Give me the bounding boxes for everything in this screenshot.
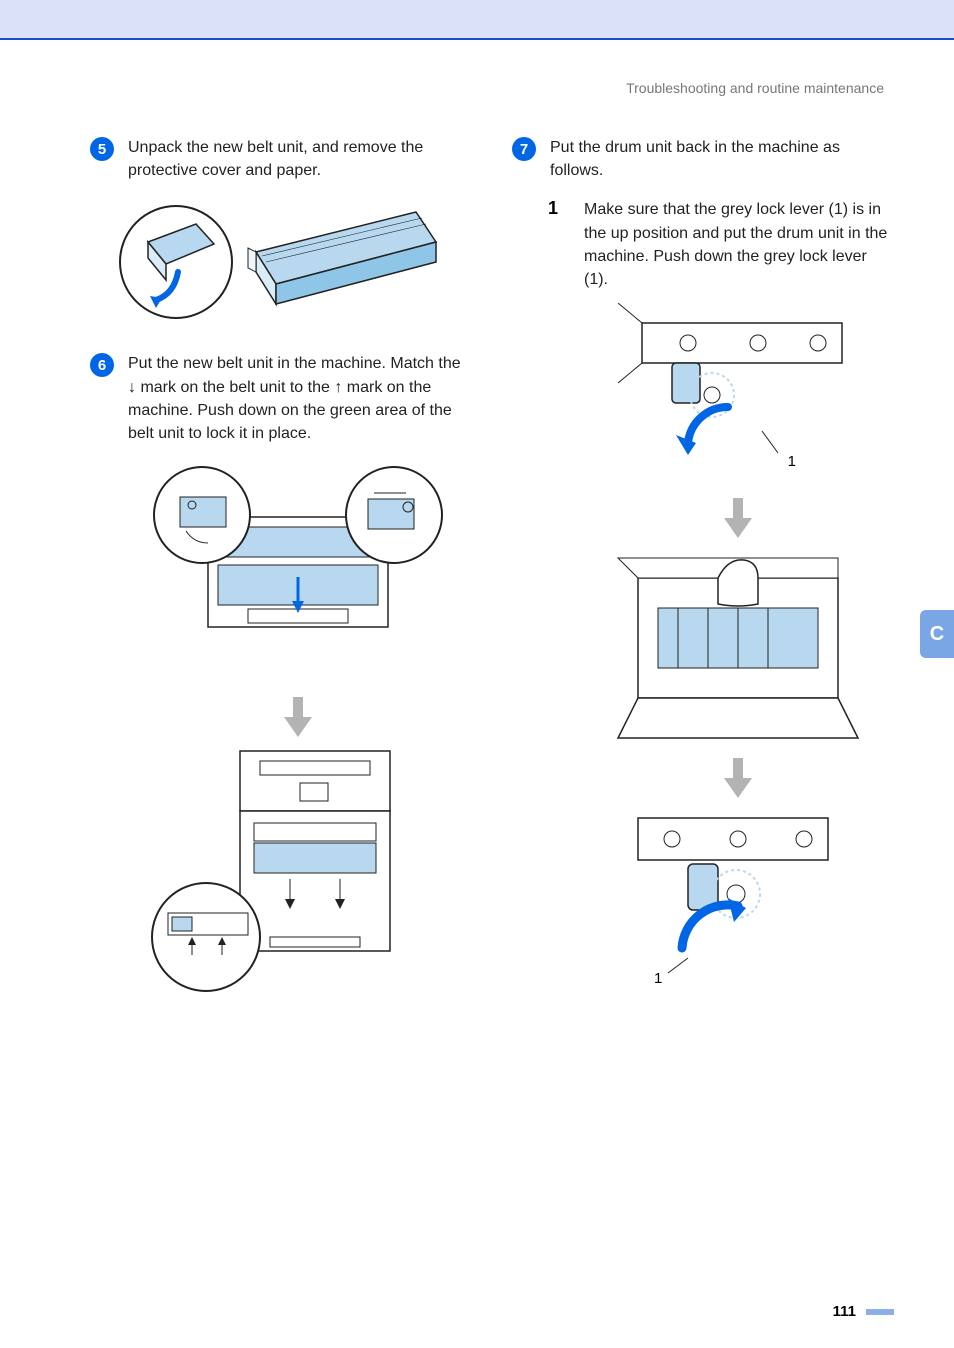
down-arrow-icon [724, 498, 752, 538]
illustration-step7: 1 [582, 303, 894, 993]
down-arrow-icon [284, 697, 312, 737]
step-badge-7: 7 [512, 137, 536, 161]
step-6: 6 Put the new belt unit in the machine. … [90, 352, 472, 445]
page-number-bar [866, 1309, 894, 1315]
left-column: 5 Unpack the new belt unit, and remove t… [90, 136, 472, 1015]
substep-1: 1 Make sure that the grey lock lever (1)… [548, 198, 894, 291]
step-5: 5 Unpack the new belt unit, and remove t… [90, 136, 472, 182]
step-7: 7 Put the drum unit back in the machine … [512, 136, 894, 182]
page-number-text: 111 [833, 1303, 856, 1320]
page-header: Troubleshooting and routine maintenance [90, 80, 894, 96]
right-column: 7 Put the drum unit back in the machine … [512, 136, 894, 1015]
step-6-text: Put the new belt unit in the machine. Ma… [128, 352, 472, 445]
illustration-step5 [90, 194, 472, 334]
down-arrow-icon [724, 758, 752, 798]
illustration-step6a [124, 457, 472, 997]
content-columns: 5 Unpack the new belt unit, and remove t… [90, 136, 894, 1015]
page-number: 111 [833, 1303, 894, 1320]
top-bar [0, 0, 954, 40]
step-7-text: Put the drum unit back in the machine as… [550, 136, 894, 182]
step-5-text: Unpack the new belt unit, and remove the… [128, 136, 472, 182]
page-body: Troubleshooting and routine maintenance … [0, 40, 954, 1015]
substep-1-text: Make sure that the grey lock lever (1) i… [584, 198, 894, 291]
step-badge-6: 6 [90, 353, 114, 377]
substep-1-num: 1 [548, 198, 564, 291]
figure-label-1-bottom: 1 [654, 970, 662, 987]
figure-label-1-top: 1 [788, 453, 796, 470]
step-badge-5: 5 [90, 137, 114, 161]
